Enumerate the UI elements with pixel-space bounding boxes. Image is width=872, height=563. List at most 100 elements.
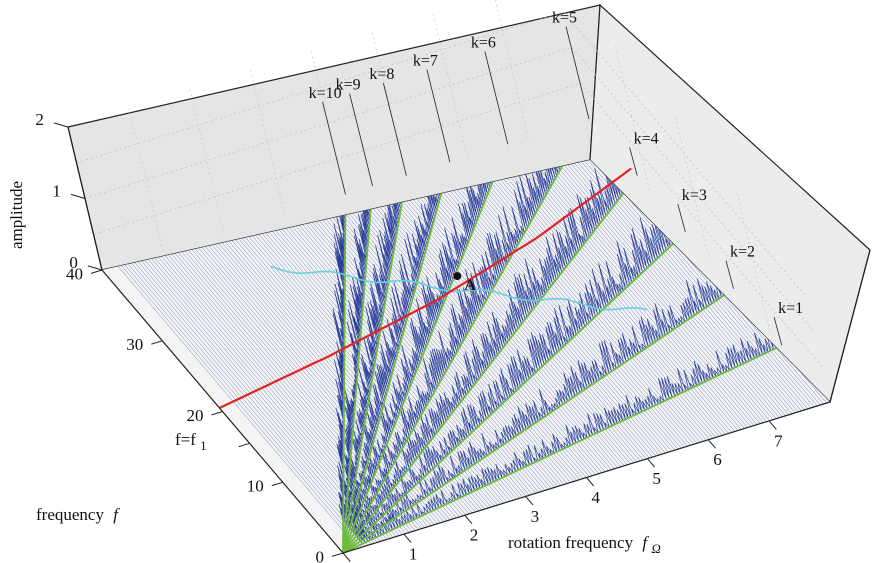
- z-tick-label: 0: [69, 253, 78, 272]
- spectrum-line: [560, 160, 802, 412]
- ridge-k4: [354, 160, 638, 537]
- z-tick-mark: [70, 193, 86, 199]
- spectrum-line: [515, 160, 758, 425]
- order-lines: [342, 160, 783, 553]
- z-tick-label: 1: [52, 181, 61, 200]
- order-label-k1: k=1: [778, 300, 803, 317]
- spectrum-line: [458, 160, 701, 443]
- order-line-k8: [342, 175, 408, 553]
- spectrum-line: [170, 248, 413, 532]
- order-label-k6: k=6: [471, 35, 496, 52]
- ridge-k10: [332, 160, 346, 522]
- spectrum-line: [474, 160, 717, 438]
- x-tick-label: 4: [591, 488, 600, 507]
- order-line-k5: [342, 160, 590, 553]
- point-a-marker: [453, 272, 462, 281]
- spectrum-line: [351, 192, 593, 476]
- leader-k4: [629, 147, 638, 176]
- order-line-k4: [342, 175, 638, 553]
- z-tick-mark: [53, 122, 69, 128]
- y-tick-mark: [271, 481, 283, 487]
- spectrum-line: [316, 203, 558, 487]
- spectrum-line: [208, 236, 451, 520]
- z-tick-label: 2: [35, 110, 44, 129]
- x-tick-mark: [768, 420, 777, 430]
- spectrum-line: [167, 249, 410, 533]
- spectrum-line: [563, 160, 805, 411]
- spectral-ridges: [332, 160, 783, 544]
- spectrum-line: [322, 201, 565, 485]
- ridge-k3: [354, 204, 686, 540]
- spectrum-line: [370, 186, 612, 470]
- point-a-label: A: [464, 277, 476, 294]
- spectrum-line: [218, 233, 460, 518]
- y-tick-label: 0: [316, 547, 325, 563]
- z-tick-mark: [87, 265, 103, 271]
- spectrum-line: [123, 263, 365, 547]
- spectrum-line: [411, 173, 653, 458]
- spectrum-line: [357, 190, 599, 474]
- leader-k9: [349, 93, 373, 187]
- spectrum-line: [120, 264, 362, 548]
- order-label-k10: k=10: [309, 85, 342, 102]
- spectrum-line: [379, 183, 622, 467]
- spectrum-line: [177, 246, 419, 530]
- spectrum-line: [544, 160, 786, 416]
- spectrum-line: [557, 160, 799, 413]
- spectrum-line: [161, 251, 403, 535]
- order-label-k3: k=3: [682, 187, 707, 204]
- x-tick-label: 6: [713, 450, 722, 469]
- x-tick-mark: [586, 477, 595, 487]
- leader-k5: [565, 26, 590, 120]
- order-label-leaders: [322, 26, 783, 346]
- spectrum-line: [541, 160, 783, 417]
- spectrum-line: [534, 160, 777, 419]
- spectrum-line: [538, 160, 780, 418]
- leader-k6: [484, 51, 509, 145]
- spectrum-line: [525, 160, 767, 422]
- ridge-k1: [359, 323, 783, 544]
- spectrum-line: [259, 220, 501, 505]
- spectrum-line: [550, 160, 793, 414]
- spectrum-line: [553, 160, 796, 413]
- f1-tick-mark: [238, 442, 250, 448]
- x-tick-label: 7: [774, 431, 783, 450]
- spectrum-line: [281, 214, 523, 498]
- order-label-k9: k=9: [336, 77, 361, 94]
- leader-k8: [383, 83, 407, 176]
- x-tick-mark: [525, 496, 534, 506]
- order-label-k8: k=8: [369, 66, 394, 83]
- leader-k2: [725, 260, 734, 289]
- spectrum-line: [354, 191, 596, 475]
- y-tick-label: 20: [187, 406, 204, 425]
- spectrum-line: [278, 215, 520, 499]
- order-line-k6: [342, 160, 509, 553]
- y-tick-label: 40: [66, 264, 83, 283]
- y-tick-label: 10: [247, 477, 264, 496]
- x-tick-label: 3: [531, 507, 540, 526]
- cyan-ridge: [270, 265, 648, 311]
- leader-k10: [322, 101, 346, 195]
- spectrum-line: [117, 265, 359, 549]
- spectrum-line: [449, 162, 691, 446]
- order-line-k3: [342, 231, 687, 553]
- spectrum-line: [313, 204, 555, 488]
- x-tick-mark: [647, 458, 655, 468]
- spectrum-line: [215, 234, 457, 519]
- spectrum-line: [417, 171, 660, 456]
- order-label-k2: k=2: [730, 244, 755, 261]
- x-axis-title: rotation frequency f Ω: [508, 533, 661, 556]
- spectrum-line: [519, 160, 761, 424]
- spectrum-line: [477, 160, 720, 437]
- spectrum-line: [205, 237, 448, 521]
- spectrum-line: [408, 174, 650, 459]
- x-tick-label: 5: [652, 469, 661, 488]
- spectrum-line: [129, 261, 372, 545]
- y-tick-label: 30: [126, 335, 143, 354]
- order-labels: k=1 k=2 k=3 k=4 k=5 k=6 k=7 k=8 k=9k=10: [309, 10, 804, 318]
- leader-k7: [426, 69, 451, 163]
- spectrum-line: [132, 260, 375, 544]
- spectrum-line: [310, 205, 552, 489]
- spectrum-line: [196, 240, 438, 524]
